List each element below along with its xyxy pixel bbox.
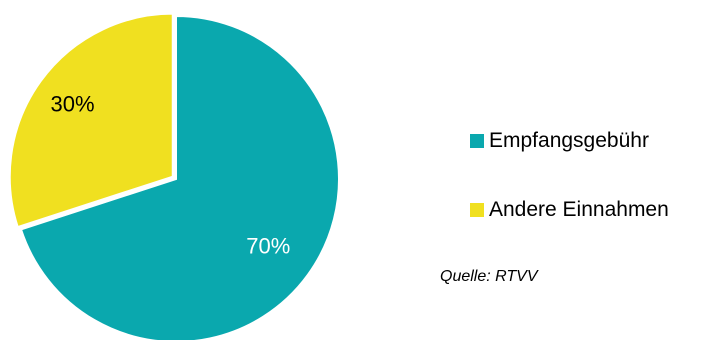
legend-label-andere-einnahmen: Andere Einnahmen (489, 198, 669, 221)
pie-slice-andere-einnahmen (8, 12, 174, 229)
legend-item-empfangsgebuehr: Empfangsgebühr (470, 128, 669, 154)
source-note: Quelle: RTVV (440, 268, 538, 285)
slice-label-empfangsgebuehr: 70% (246, 234, 290, 259)
legend: Empfangsgebühr Andere Einnahmen (470, 128, 669, 223)
legend-label-empfangsgebuehr: Empfangsgebühr (489, 129, 649, 152)
legend-swatch-andere-einnahmen (470, 203, 484, 217)
legend-item-andere-einnahmen: Andere Einnahmen (470, 197, 669, 223)
slice-label-andere-einnahmen: 30% (50, 91, 94, 116)
pie-slice-empfangsgebuehr (19, 14, 340, 340)
legend-swatch-empfangsgebuehr (470, 134, 484, 148)
